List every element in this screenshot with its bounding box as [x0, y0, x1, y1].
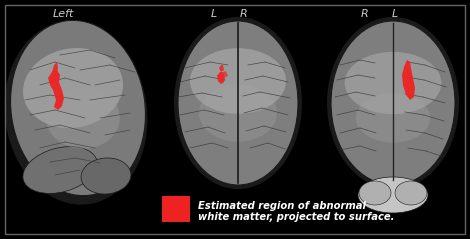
- Ellipse shape: [199, 84, 277, 142]
- Text: Left: Left: [52, 9, 74, 19]
- Ellipse shape: [331, 21, 455, 185]
- Polygon shape: [223, 71, 228, 77]
- Text: L: L: [392, 9, 398, 19]
- Ellipse shape: [46, 87, 120, 149]
- Ellipse shape: [23, 147, 97, 193]
- Ellipse shape: [190, 48, 286, 114]
- Text: Estimated region of abnormal: Estimated region of abnormal: [198, 201, 366, 211]
- Text: R: R: [361, 9, 369, 19]
- Ellipse shape: [395, 181, 427, 205]
- Text: white matter, projected to surface.: white matter, projected to surface.: [198, 212, 394, 222]
- Ellipse shape: [345, 52, 441, 114]
- Polygon shape: [48, 70, 64, 110]
- Polygon shape: [52, 62, 58, 72]
- Ellipse shape: [174, 17, 302, 189]
- Bar: [162, 196, 190, 222]
- Ellipse shape: [23, 48, 123, 128]
- Ellipse shape: [5, 21, 148, 205]
- Ellipse shape: [359, 181, 391, 205]
- Ellipse shape: [10, 20, 146, 196]
- Polygon shape: [217, 72, 225, 84]
- Text: L: L: [211, 9, 217, 19]
- Ellipse shape: [327, 17, 459, 189]
- Ellipse shape: [81, 158, 131, 194]
- Text: R: R: [240, 9, 248, 19]
- Ellipse shape: [356, 93, 430, 143]
- Polygon shape: [219, 65, 224, 72]
- Polygon shape: [402, 60, 415, 100]
- Ellipse shape: [358, 177, 428, 213]
- Ellipse shape: [178, 21, 298, 185]
